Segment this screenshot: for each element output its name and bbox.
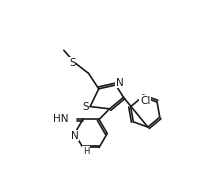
Text: Cl: Cl	[140, 96, 150, 106]
Text: S: S	[69, 58, 76, 68]
Text: N: N	[116, 78, 124, 88]
Text: N: N	[71, 131, 79, 141]
Text: H: H	[83, 147, 89, 156]
Text: HN: HN	[53, 114, 69, 124]
Text: S: S	[82, 102, 89, 112]
